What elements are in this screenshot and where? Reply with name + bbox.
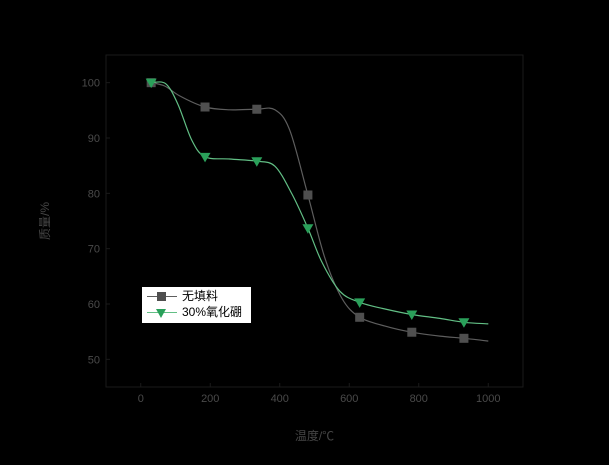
x-tick-label: 600 [340, 393, 358, 405]
triangle-down-marker [145, 78, 157, 89]
x-tick-label: 400 [271, 393, 289, 405]
triangle-down-marker [251, 157, 263, 167]
x-tick-label: 0 [138, 393, 144, 405]
square-marker [303, 190, 313, 200]
y-tick-label: 80 [88, 188, 100, 200]
legend-item-no-filler: 无填料 [147, 289, 242, 304]
y-tick-label: 70 [88, 244, 100, 256]
legend-label-boron-oxide: 30%氧化硼 [182, 305, 243, 319]
square-marker [252, 104, 262, 114]
legend-sample-no-filler [147, 291, 177, 303]
x-tick-label: 200 [201, 393, 219, 405]
triangle-down-marker [458, 318, 470, 328]
triangle-down-marker [406, 310, 418, 321]
legend: 无填料 30%氧化硼 [141, 286, 253, 324]
x-tick-label: 800 [410, 393, 428, 405]
legend-label-no-filler: 无填料 [182, 289, 219, 303]
triangle-down-marker [199, 152, 211, 163]
legend-item-boron-oxide: 30%氧化硼 [147, 305, 242, 320]
y-tick-label: 90 [88, 133, 100, 145]
y-axis-title: 质量/% [38, 202, 52, 240]
y-tick-label: 100 [82, 78, 100, 90]
triangle-down-marker [354, 298, 366, 308]
square-marker [459, 333, 469, 343]
x-axis-title: 温度/℃ [295, 428, 334, 443]
triangle-down-marker-icon [156, 308, 166, 318]
x-tick-label: 1000 [476, 393, 500, 405]
y-tick-label: 60 [88, 299, 100, 311]
axis-frame [105, 54, 524, 388]
legend-sample-boron-oxide [147, 307, 177, 319]
square-marker [200, 102, 210, 112]
square-marker-icon [157, 292, 166, 301]
square-marker [355, 312, 365, 322]
square-marker [407, 327, 417, 337]
triangle-down-marker [302, 224, 314, 234]
y-tick-label: 50 [88, 354, 100, 366]
